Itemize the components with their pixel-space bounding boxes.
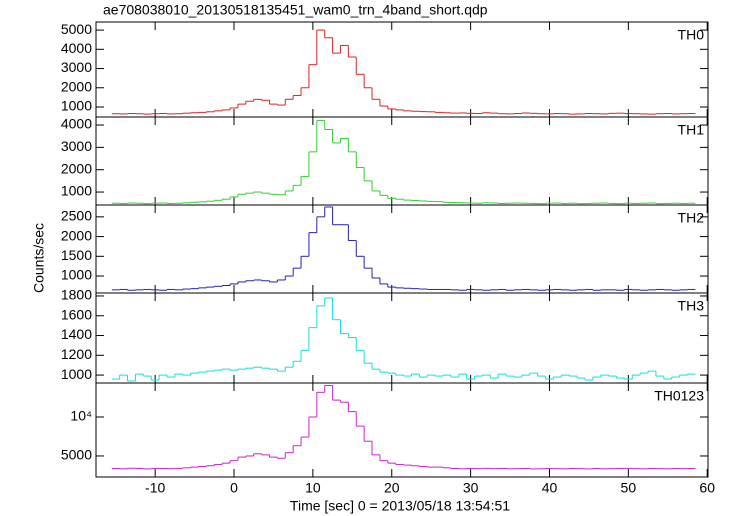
y-axis-label: Counts/sec xyxy=(31,223,47,293)
panel-frame xyxy=(95,382,709,478)
panel-frame xyxy=(95,204,709,294)
y-tick-label: 4000 xyxy=(61,40,92,56)
x-tick-label: 20 xyxy=(384,480,400,496)
y-tick-label: 1800 xyxy=(61,287,92,303)
y-tick-label: 4000 xyxy=(61,116,92,132)
x-tick-label: 30 xyxy=(463,480,479,496)
y-tick-label: 2000 xyxy=(61,160,92,176)
y-tick-label: 2000 xyxy=(61,78,92,94)
x-tick-label: 40 xyxy=(542,480,558,496)
panel-label: TH1 xyxy=(678,122,705,138)
panel-label: TH3 xyxy=(678,298,705,314)
x-tick-label: 60 xyxy=(699,480,715,496)
y-tick-label: 1000 xyxy=(61,267,92,283)
y-tick-label: 1400 xyxy=(61,326,92,342)
y-tick-label: 1000 xyxy=(61,366,92,382)
y-tick-label: 3000 xyxy=(61,59,92,75)
panel-label: TH0 xyxy=(678,27,705,43)
y-tick-label: 1000 xyxy=(61,98,92,114)
y-tick-label: 1500 xyxy=(61,247,92,263)
y-tick-label: 5000 xyxy=(61,447,92,463)
x-axis-label: Time [sec] 0 = 2013/05/18 13:54:51 xyxy=(290,498,510,514)
x-tick-label: -10 xyxy=(145,480,165,496)
y-tick-label: 1000 xyxy=(61,183,92,199)
x-tick-label: 50 xyxy=(621,480,637,496)
panel-frame xyxy=(95,116,709,206)
panel-frame xyxy=(95,21,709,118)
x-tick-label: 0 xyxy=(230,480,238,496)
y-tick-label: 1200 xyxy=(61,346,92,362)
chart-title: ae708038010_20130518135451_wam0_trn_4ban… xyxy=(103,2,488,18)
y-tick-label: 3000 xyxy=(61,138,92,154)
y-tick-label: 1600 xyxy=(61,306,92,322)
y-tick-label: 2500 xyxy=(61,208,92,224)
y-tick-label: 2000 xyxy=(61,227,92,243)
panel-frame xyxy=(95,292,709,384)
panel-label: TH0123 xyxy=(654,388,704,404)
y-tick-label: 10⁴ xyxy=(70,408,92,424)
panel-label: TH2 xyxy=(678,210,705,226)
x-tick-label: 10 xyxy=(305,480,321,496)
y-tick-label: 5000 xyxy=(61,21,92,37)
